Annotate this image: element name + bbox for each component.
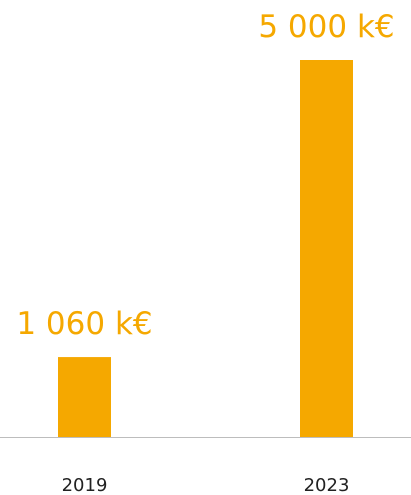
value-label: 1 060 k€	[16, 306, 152, 342]
bar	[300, 60, 353, 437]
value-label: 5 000 k€	[258, 9, 394, 45]
bar	[58, 357, 111, 437]
x-tick-label: 2019	[62, 475, 108, 495]
x-tick-label: 2023	[304, 475, 350, 495]
